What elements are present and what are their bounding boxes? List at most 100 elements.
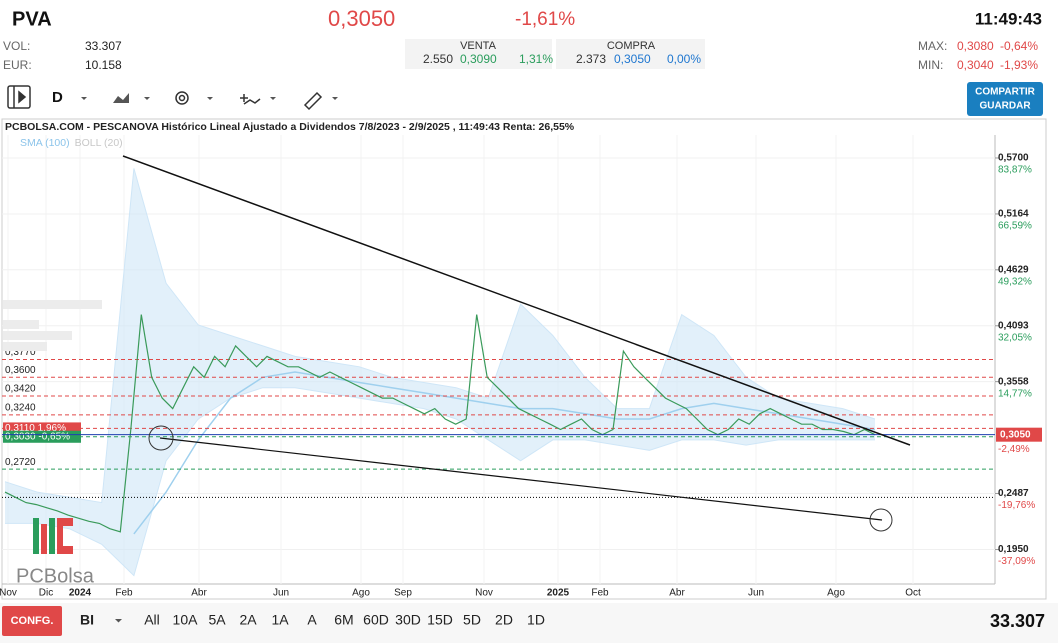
level-label: 0,3420 [5, 384, 36, 395]
pct-tick-label: -37,09% [998, 556, 1035, 567]
price: 0,3050 [328, 6, 395, 31]
venta-pct: 1,31% [519, 52, 553, 66]
boll-upper [4, 168, 876, 504]
toolbar [7, 85, 323, 111]
change: -1,61% [515, 9, 575, 30]
y-tick-label: 0,2487 [998, 488, 1029, 499]
x-tick-label: Nov [0, 588, 17, 599]
range-button[interactable]: A [307, 612, 317, 628]
level-label: 0,3030 -0,65% [5, 431, 70, 442]
x-tick-label: Oct [905, 588, 921, 599]
vol-label: VOL: [3, 39, 30, 53]
time: 11:49:43 [975, 9, 1042, 28]
x-tick-label: Jun [748, 588, 764, 599]
max-pct: -0,64% [1000, 39, 1038, 53]
annotation-circle [148, 425, 174, 451]
pct-tick-label: -2,49% [998, 444, 1030, 455]
plot: 0,3770 0,3600 0,3420 0,3240 0,3110 1,96%0,30… [2, 135, 999, 584]
config-button[interactable] [2, 606, 62, 636]
range-button[interactable]: 1D [527, 612, 545, 628]
eur: 10.158 [85, 58, 122, 72]
x-tick-label: Abr [191, 588, 207, 599]
dropdown-arrows [81, 97, 338, 100]
range-button[interactable]: 5A [208, 612, 226, 628]
range-button[interactable]: 30D [395, 612, 421, 628]
range-button[interactable]: 15D [427, 612, 453, 628]
last-price-label: 0,3050 [1000, 429, 1031, 440]
range-button[interactable]: 2D [495, 612, 513, 628]
trendline [159, 437, 883, 521]
y-tick-label: 0,4093 [998, 320, 1029, 331]
x-tick-label: Feb [591, 588, 609, 599]
last-price-tag [996, 427, 1042, 442]
range-button[interactable]: 60D [363, 612, 389, 628]
level-label: 0,2720 [5, 457, 36, 468]
min-label: MIN: [918, 58, 943, 72]
pct-tick-label: 32,05% [998, 332, 1032, 343]
y-tick-label: 0,1950 [998, 544, 1029, 555]
x-tick-label: Jun [273, 588, 289, 599]
venta-price: 0,3090 [460, 52, 497, 66]
compra-pct: 0,00% [667, 52, 701, 66]
draw-tools[interactable] [303, 91, 323, 111]
range-button[interactable]: All [144, 612, 160, 628]
x-tick-label: Sep [394, 588, 412, 599]
x-tick-label: Feb [115, 588, 133, 599]
pct-tick-label: 14,77% [998, 388, 1032, 399]
compra-box [556, 39, 705, 69]
share-button[interactable] [967, 82, 1043, 116]
period[interactable]: D [52, 89, 63, 106]
venta-title: VENTA [460, 40, 497, 52]
chart-title: PCBOLSA.COM - PESCANOVA Histórico Lineal… [5, 121, 575, 133]
footer [0, 603, 1058, 643]
vol: 33.307 [85, 39, 122, 53]
compra-price: 0,3050 [614, 52, 651, 66]
level-label: 0,3770 [5, 347, 36, 358]
range-buttons: All 10A 5A 2A 1A A 6M 60D 30D 15D 5D 2D 1D [144, 612, 545, 628]
compra-qty: 2.373 [576, 52, 606, 66]
x-tick-label: Abr [669, 588, 685, 599]
scale[interactable]: BI [80, 612, 94, 628]
range-button[interactable]: 1A [271, 612, 289, 628]
footer-volume: 33.307 [990, 611, 1045, 631]
max: 0,3080 [957, 39, 994, 53]
venta-box [405, 39, 552, 69]
settings[interactable] [175, 91, 189, 105]
x-tick-label: Nov [475, 588, 493, 599]
x-tick-label: Dic [39, 588, 53, 599]
range-button[interactable]: 10A [173, 612, 199, 628]
share-label: COMPARTIR [975, 87, 1036, 98]
venta-qty: 2.550 [423, 52, 453, 66]
scale-arrow [115, 619, 122, 623]
y-tick-label: 0,5700 [998, 153, 1029, 164]
annotation-circle [869, 508, 893, 532]
x-tick-label: Ago [352, 588, 370, 599]
pct-tick-label: 83,87% [998, 165, 1032, 176]
level-label: 0,3600 [5, 365, 36, 376]
watermark-logo [33, 518, 73, 554]
level-label: 0,3240 [5, 402, 36, 413]
compra-title: COMPRA [607, 40, 656, 52]
indicators[interactable] [240, 94, 261, 105]
symbol: PVA [12, 8, 52, 30]
eur-label: EUR: [3, 58, 32, 72]
x-tick-label: Ago [827, 588, 845, 599]
level-label: 0,3110 1,96% [5, 423, 66, 434]
level-label-box [3, 430, 81, 443]
legend-entry: BOLL (20) [75, 137, 123, 149]
chart-type[interactable] [113, 93, 129, 103]
watermark: PCBolsa [16, 565, 95, 587]
boll-band [5, 168, 875, 576]
range-button[interactable]: 6M [334, 612, 353, 628]
pct-tick-label: 66,59% [998, 221, 1032, 232]
y-tick-label: 0,3558 [998, 376, 1029, 387]
panel-toggle[interactable] [7, 85, 31, 109]
sma-line [133, 371, 876, 535]
price-line [4, 314, 876, 533]
range-button[interactable]: 5D [463, 612, 481, 628]
range-button[interactable]: 2A [239, 612, 257, 628]
y-tick-label: 0,4629 [998, 264, 1029, 275]
config-label: CONFG. [11, 615, 54, 627]
